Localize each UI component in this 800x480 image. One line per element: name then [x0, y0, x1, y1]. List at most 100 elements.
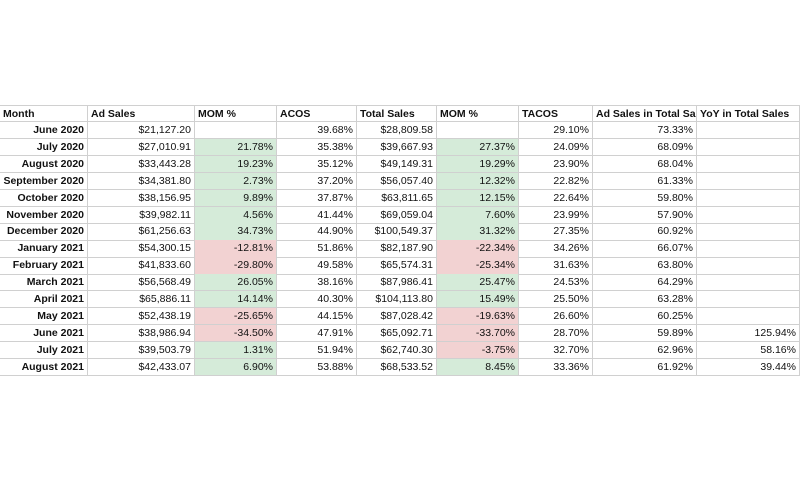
value-cell: 60.25%	[593, 307, 697, 326]
value-cell: 8.45%	[437, 358, 519, 376]
value-cell	[697, 257, 800, 275]
value-cell: 21.78%	[195, 138, 277, 157]
value-cell: -3.75%	[437, 341, 519, 360]
value-cell	[697, 274, 800, 292]
value-cell: 66.07%	[593, 240, 697, 258]
value-cell: $62,740.30	[357, 341, 437, 360]
month-cell: May 2021	[0, 307, 88, 326]
value-cell	[697, 155, 800, 174]
month-cell: October 2020	[0, 189, 88, 207]
value-cell: $69,059.04	[357, 206, 437, 224]
value-cell: 35.12%	[277, 155, 357, 174]
month-cell: July 2021	[0, 341, 88, 360]
value-cell: 37.20%	[277, 172, 357, 191]
value-cell: $56,568.49	[88, 274, 195, 292]
value-cell: 60.92%	[593, 223, 697, 241]
value-cell: 4.56%	[195, 206, 277, 224]
value-cell: 53.88%	[277, 358, 357, 376]
header-cell: MOM %	[437, 105, 519, 122]
value-cell: 24.09%	[519, 138, 593, 157]
value-cell: $54,300.15	[88, 240, 195, 258]
month-cell: August 2020	[0, 155, 88, 174]
value-cell: 44.90%	[277, 223, 357, 241]
header-cell: MOM %	[195, 105, 277, 122]
value-cell: 25.47%	[437, 274, 519, 292]
value-cell: 12.32%	[437, 172, 519, 191]
value-cell: 27.37%	[437, 138, 519, 157]
value-cell: $39,667.93	[357, 138, 437, 157]
value-cell: $42,433.07	[88, 358, 195, 376]
value-cell: 15.49%	[437, 291, 519, 309]
value-cell: 61.33%	[593, 172, 697, 191]
value-cell: $39,503.79	[88, 341, 195, 360]
value-cell: 63.28%	[593, 291, 697, 309]
value-cell: 26.05%	[195, 274, 277, 292]
value-cell: 32.70%	[519, 341, 593, 360]
value-cell: $33,443.28	[88, 155, 195, 174]
value-cell: 19.29%	[437, 155, 519, 174]
value-cell: 22.82%	[519, 172, 593, 191]
value-cell: 57.90%	[593, 206, 697, 224]
value-cell: 31.32%	[437, 223, 519, 241]
value-cell	[697, 206, 800, 224]
value-cell: $82,187.90	[357, 240, 437, 258]
value-cell: $49,149.31	[357, 155, 437, 174]
value-cell: 41.44%	[277, 206, 357, 224]
value-cell: $68,533.52	[357, 358, 437, 376]
month-cell: July 2020	[0, 138, 88, 157]
value-cell: 44.15%	[277, 307, 357, 326]
value-cell: 38.16%	[277, 274, 357, 292]
month-cell: August 2021	[0, 358, 88, 376]
value-cell: 37.87%	[277, 189, 357, 207]
value-cell: 73.33%	[593, 122, 697, 140]
value-cell: 9.89%	[195, 189, 277, 207]
value-cell: 1.31%	[195, 341, 277, 360]
value-cell: $61,256.63	[88, 223, 195, 241]
value-cell: $104,113.80	[357, 291, 437, 309]
value-cell: 6.90%	[195, 358, 277, 376]
value-cell: $65,092.71	[357, 324, 437, 343]
header-cell: TACOS	[519, 105, 593, 122]
value-cell: 29.10%	[519, 122, 593, 140]
value-cell: 68.09%	[593, 138, 697, 157]
month-cell: January 2021	[0, 240, 88, 258]
value-cell: $56,057.40	[357, 172, 437, 191]
value-cell: 28.70%	[519, 324, 593, 343]
value-cell: $65,574.31	[357, 257, 437, 275]
value-cell: -12.81%	[195, 240, 277, 258]
header-cell: Month	[0, 105, 88, 122]
value-cell: $87,986.41	[357, 274, 437, 292]
value-cell	[697, 122, 800, 140]
value-cell: 2.73%	[195, 172, 277, 191]
month-cell: April 2021	[0, 291, 88, 309]
value-cell: -25.34%	[437, 257, 519, 275]
value-cell: $21,127.20	[88, 122, 195, 140]
value-cell: 63.80%	[593, 257, 697, 275]
value-cell: 19.23%	[195, 155, 277, 174]
value-cell: 22.64%	[519, 189, 593, 207]
value-cell	[697, 223, 800, 241]
value-cell: $41,833.60	[88, 257, 195, 275]
value-cell: $100,549.37	[357, 223, 437, 241]
value-cell: 40.30%	[277, 291, 357, 309]
value-cell: 34.26%	[519, 240, 593, 258]
value-cell: 64.29%	[593, 274, 697, 292]
value-cell	[195, 122, 277, 140]
month-cell: June 2020	[0, 122, 88, 140]
value-cell: -34.50%	[195, 324, 277, 343]
value-cell	[697, 189, 800, 207]
value-cell	[697, 307, 800, 326]
value-cell	[697, 240, 800, 258]
value-cell: 7.60%	[437, 206, 519, 224]
value-cell: 47.91%	[277, 324, 357, 343]
value-cell: 61.92%	[593, 358, 697, 376]
value-cell: 33.36%	[519, 358, 593, 376]
value-cell: 35.38%	[277, 138, 357, 157]
value-cell: 23.99%	[519, 206, 593, 224]
value-cell: 24.53%	[519, 274, 593, 292]
value-cell	[697, 138, 800, 157]
value-cell: 51.86%	[277, 240, 357, 258]
value-cell: $52,438.19	[88, 307, 195, 326]
value-cell: 23.90%	[519, 155, 593, 174]
